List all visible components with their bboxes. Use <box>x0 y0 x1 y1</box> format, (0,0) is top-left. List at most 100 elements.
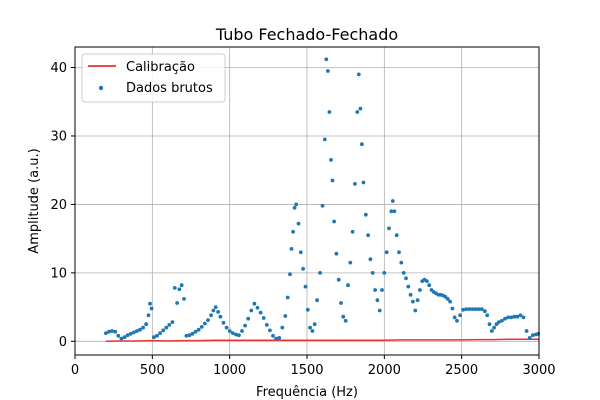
legend: Calibração Dados brutos <box>81 53 226 103</box>
raw-data-point <box>332 219 336 224</box>
raw-data-point <box>360 142 364 147</box>
raw-data-point <box>268 328 272 333</box>
raw-data-point <box>224 325 229 330</box>
raw-data-point <box>322 137 327 142</box>
raw-data-point <box>308 325 312 330</box>
raw-data-point <box>324 57 329 62</box>
raw-data-point <box>458 313 462 318</box>
raw-data-point <box>193 329 198 334</box>
raw-data-point <box>336 277 341 282</box>
raw-data-point <box>218 314 223 319</box>
raw-data-point <box>527 336 532 340</box>
raw-data-point <box>209 313 214 318</box>
raw-data-point <box>467 307 472 311</box>
raw-data-point <box>413 308 418 313</box>
raw-data-point <box>179 283 184 288</box>
raw-data-point <box>476 307 481 311</box>
raw-data-point <box>411 299 415 304</box>
raw-data-point <box>492 325 496 330</box>
raw-data-point <box>155 333 159 338</box>
raw-data-point <box>389 209 394 214</box>
raw-data-point <box>487 322 492 327</box>
raw-data-point <box>425 279 429 283</box>
x-tick-label: 500 <box>140 363 165 378</box>
raw-data-point <box>125 333 130 338</box>
raw-data-point <box>329 158 333 162</box>
raw-data-point <box>464 307 469 311</box>
y-tick-label: 0 <box>59 335 67 350</box>
raw-data-point <box>355 110 360 114</box>
raw-data-point <box>473 307 478 311</box>
raw-data-point <box>255 305 260 310</box>
raw-data-point <box>399 260 404 265</box>
raw-data-point <box>346 283 350 288</box>
y-tick-label: 30 <box>50 129 67 144</box>
x-axis-label: Frequência (Hz) <box>256 385 358 400</box>
raw-data-point <box>175 301 180 305</box>
raw-data-point <box>518 313 523 318</box>
raw-data-point <box>203 321 207 326</box>
raw-data-point <box>397 250 401 255</box>
raw-data-point <box>264 323 269 327</box>
raw-data-point <box>131 330 136 335</box>
raw-data-point <box>119 336 124 341</box>
raw-data-point <box>503 316 507 321</box>
raw-data-point <box>182 297 186 301</box>
raw-data-point <box>483 309 487 314</box>
raw-data-point <box>167 323 172 327</box>
raw-data-point <box>509 315 514 320</box>
raw-data-point <box>341 314 346 319</box>
y-tick-label: 40 <box>50 61 67 76</box>
raw-data-point <box>261 316 266 320</box>
raw-data-point <box>196 327 201 332</box>
y-axis-label: Amplitude (a.u.) <box>27 148 42 253</box>
raw-data-point <box>240 329 244 333</box>
raw-data-point <box>243 323 248 328</box>
y-axis-ticks: 0 10 20 30 40 <box>50 61 75 350</box>
raw-data-point <box>500 318 504 323</box>
raw-data-point <box>334 251 339 256</box>
raw-data-point <box>350 229 355 234</box>
raw-data-point <box>294 202 299 207</box>
raw-data-point <box>237 333 241 338</box>
raw-data-point <box>277 336 282 340</box>
x-tick-label: 1000 <box>213 363 246 378</box>
raw-data-point <box>461 307 466 312</box>
raw-data-point <box>206 318 210 322</box>
raw-data-point <box>445 297 450 301</box>
raw-data-point <box>536 331 541 336</box>
raw-data-point <box>339 301 343 305</box>
raw-data-point <box>184 333 189 338</box>
raw-data-point <box>298 250 303 255</box>
raw-data-point <box>146 313 151 318</box>
raw-data-point <box>172 286 177 290</box>
raw-data-point <box>213 305 218 309</box>
raw-data-point <box>343 318 348 323</box>
raw-data-point <box>521 315 526 320</box>
raw-data-point <box>310 329 315 333</box>
raw-data-point <box>135 329 139 333</box>
legend-label-raw-data: Dados brutos <box>126 81 213 96</box>
chart-title: Tubo Fechado-Fechado <box>215 25 398 44</box>
calibration-line <box>105 338 539 343</box>
x-tick-label: 1500 <box>290 363 323 378</box>
raw-data-point <box>318 271 322 275</box>
x-tick-label: 0 <box>71 363 79 378</box>
raw-data-point <box>288 272 292 277</box>
raw-data-point <box>353 182 357 186</box>
raw-data-point <box>375 298 380 303</box>
y-tick-label: 20 <box>50 198 67 213</box>
raw-data-point <box>258 310 263 315</box>
raw-data-point <box>418 288 422 292</box>
raw-data-point <box>358 106 363 111</box>
raw-data-point <box>382 271 387 275</box>
raw-data-point <box>246 316 251 321</box>
raw-data-point <box>161 328 166 333</box>
raw-data-point <box>221 320 226 325</box>
raw-data-point <box>292 205 297 210</box>
raw-data-point <box>470 307 475 311</box>
raw-data-point <box>312 322 317 327</box>
raw-data-point <box>285 295 290 300</box>
raw-data-point <box>368 257 373 262</box>
